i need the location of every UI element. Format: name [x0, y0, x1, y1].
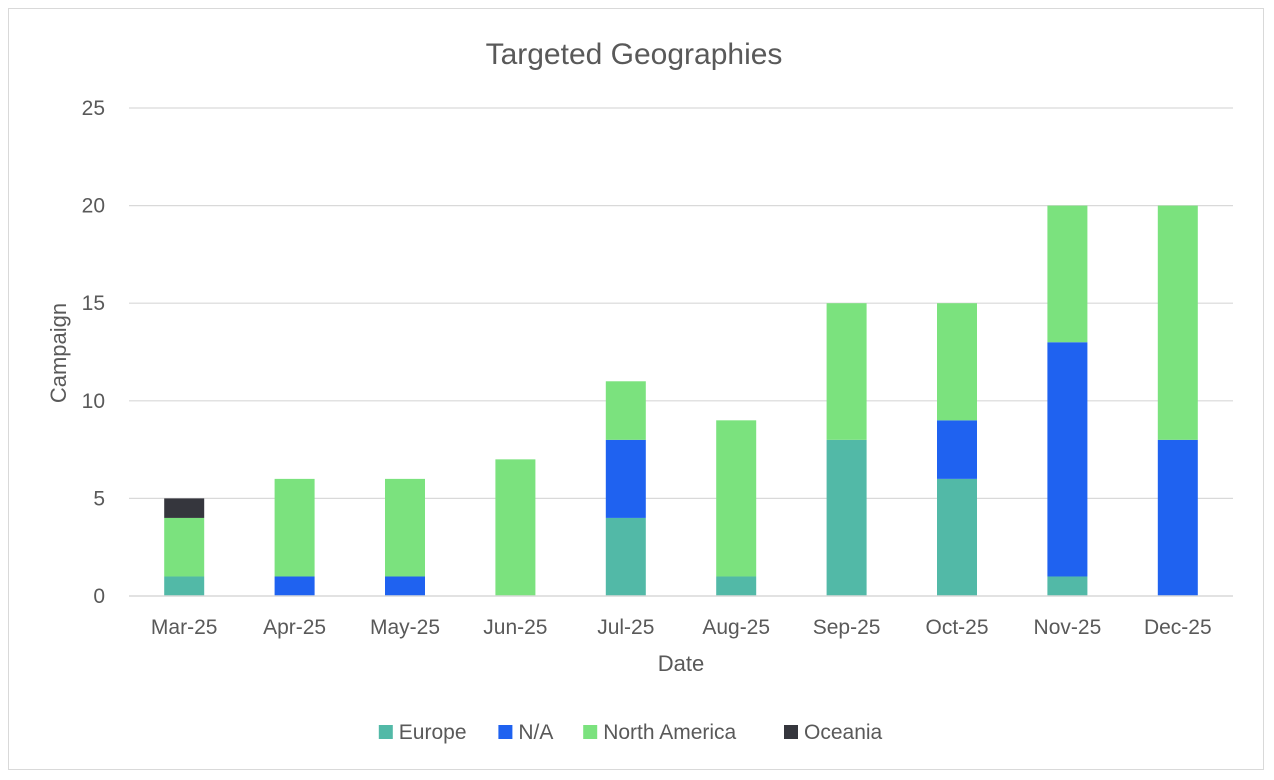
legend-item: North America — [583, 721, 737, 744]
y-tick-label: 5 — [93, 487, 105, 510]
bar-segment — [385, 478, 425, 577]
x-tick-label: May-25 — [370, 616, 440, 639]
legend: Europe N/A North America Oceania — [378, 721, 883, 744]
legend-item: Europe — [378, 721, 467, 744]
bar-segment — [164, 517, 205, 577]
legend-swatch — [378, 725, 393, 739]
legend-swatch — [784, 725, 798, 739]
legend-item: N/A — [498, 721, 553, 744]
legend-label: N/A — [518, 721, 553, 744]
bar-segment — [605, 517, 646, 596]
x-tick-label: Aug-25 — [702, 616, 770, 639]
bar-segment — [716, 420, 757, 577]
bar-segment — [1157, 439, 1198, 596]
bar-segment — [605, 439, 646, 518]
bar-segment — [1157, 205, 1198, 440]
chart-title: Targeted Geographies — [486, 38, 783, 71]
bar-segment — [716, 576, 757, 596]
x-tick-label: Apr-25 — [263, 616, 326, 639]
bar-segment — [937, 478, 977, 596]
bar-segment — [1047, 205, 1088, 343]
y-tick-label: 25 — [82, 97, 105, 120]
bar-segment — [1047, 342, 1088, 577]
bar-segment — [826, 439, 867, 596]
legend-label: Europe — [399, 721, 467, 744]
y-axis-title: Campaign — [46, 303, 71, 403]
legend-item: Oceania — [784, 721, 883, 744]
y-axis-ticks: 0 5 10 15 20 25 — [82, 97, 105, 608]
bar-segment — [937, 420, 977, 479]
bar-segment — [605, 381, 646, 440]
x-axis-title: Date — [658, 651, 704, 676]
legend-label: North America — [603, 721, 736, 744]
bar-segment — [274, 478, 315, 577]
bar-segment — [164, 498, 205, 518]
y-tick-label: 0 — [93, 585, 105, 608]
x-axis-ticks: Mar-25 Apr-25 May-25 Jun-25 Jul-25 Aug-25 Sep-… — [151, 616, 1212, 639]
x-tick-label: Nov-25 — [1034, 616, 1102, 639]
x-tick-label: Oct-25 — [925, 616, 988, 639]
bar-segment — [274, 576, 315, 596]
x-tick-label: Jun-25 — [483, 616, 547, 639]
x-tick-label: Mar-25 — [151, 616, 218, 639]
y-tick-label: 20 — [82, 195, 105, 218]
y-tick-label: 10 — [82, 390, 105, 413]
x-tick-label: Dec-25 — [1144, 616, 1212, 639]
legend-swatch — [583, 725, 598, 739]
y-tick-label: 15 — [82, 292, 105, 315]
legend-swatch — [498, 725, 513, 739]
bar-segment — [164, 576, 205, 596]
bar-segment — [495, 459, 536, 596]
x-tick-label: Jul-25 — [597, 616, 654, 639]
bar-segment — [826, 303, 867, 440]
bar-segment — [1047, 576, 1088, 596]
x-tick-label: Sep-25 — [813, 616, 881, 639]
legend-label: Oceania — [804, 721, 883, 744]
bar-segment — [385, 576, 425, 596]
bar-segment — [937, 303, 977, 421]
bars — [164, 205, 1198, 596]
